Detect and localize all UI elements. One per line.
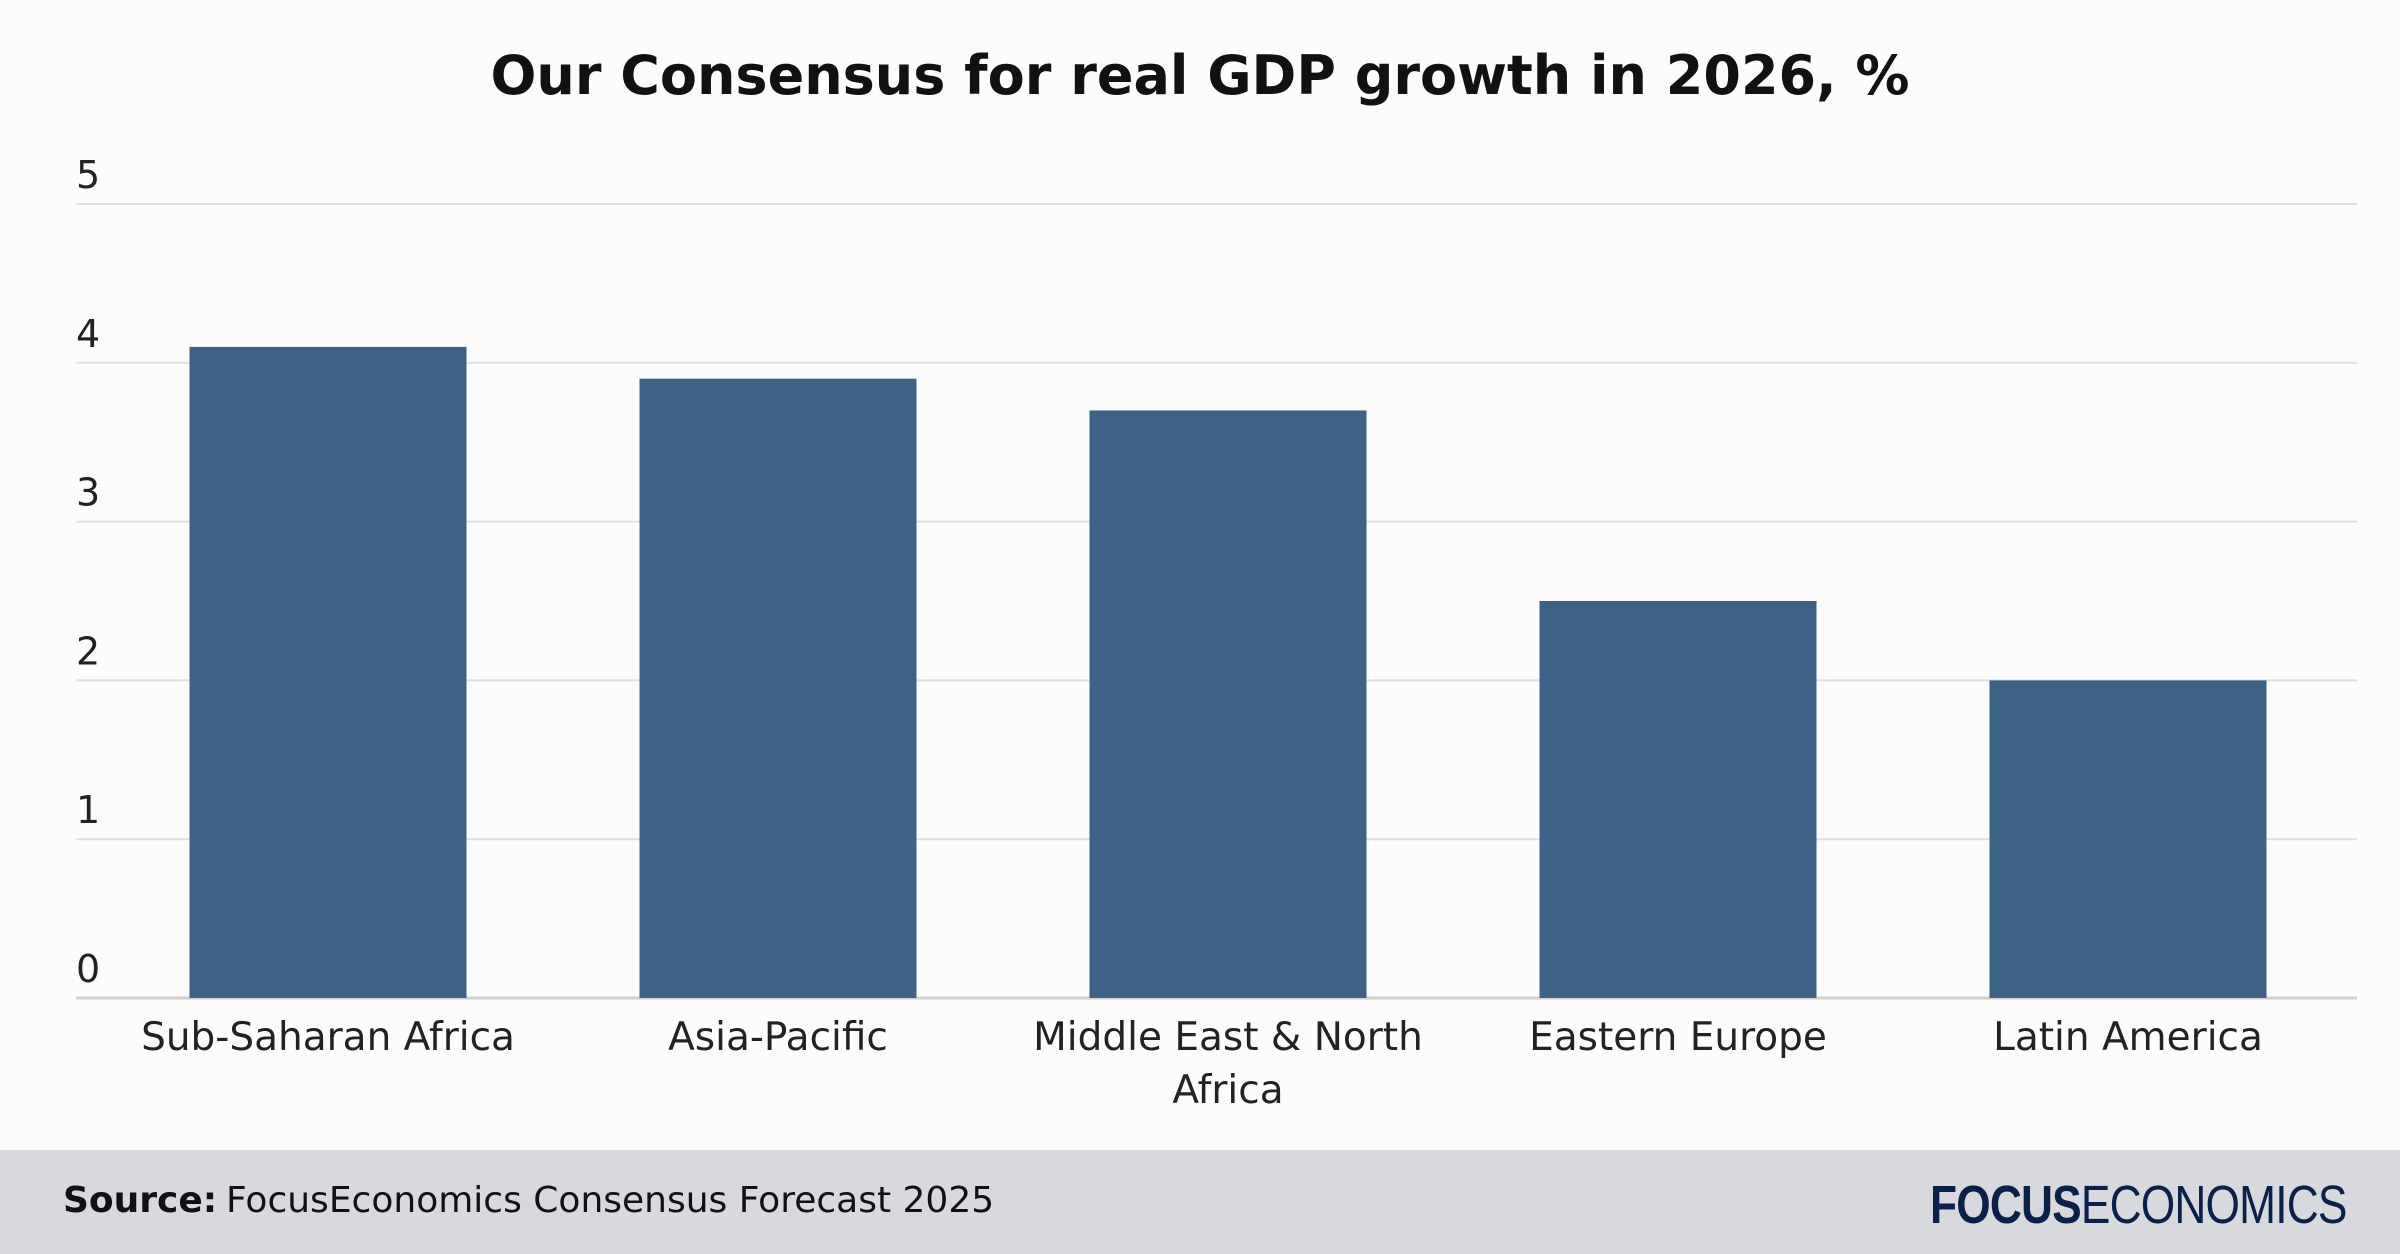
bar-sub-saharan-africa [189, 346, 467, 998]
bar-chart: 0 1 2 3 4 5 Sub-Saharan Africa Asia-Pacific Midd… [76, 153, 2357, 1113]
y-tick-label: 1 [76, 788, 100, 832]
x-category-label: Asia-Pacific [668, 1015, 888, 1060]
x-category-label: Middle East & North Africa [1033, 1015, 1423, 1113]
x-category-label: Sub-Saharan Africa [141, 1015, 515, 1060]
bar-latin-america [1989, 680, 2267, 998]
x-category-label: Latin America [1993, 1015, 2263, 1060]
footer: Source: FocusEconomics Consensus Forecas… [0, 1150, 2400, 1254]
y-tick-label: 0 [76, 947, 100, 991]
focuseconomics-logo: FOCUSECONOMICS [1930, 1174, 2347, 1236]
x-category-label: Eastern Europe [1529, 1015, 1827, 1060]
chart-title: Our Consensus for real GDP growth in 202… [490, 44, 1910, 107]
bar-eastern-europe [1539, 601, 1817, 998]
logo-bold-text: FOCUS [1930, 1175, 2082, 1235]
y-tick-label: 5 [76, 153, 100, 197]
source-label: Source: [63, 1180, 218, 1221]
logo-light-text: ECONOMICS [2080, 1175, 2348, 1235]
y-tick-label: 4 [76, 312, 100, 356]
source-text: FocusEconomics Consensus Forecast 2025 [226, 1180, 995, 1221]
bar-asia-pacific [639, 378, 917, 998]
bar-middle-east-north-africa [1089, 410, 1367, 998]
y-tick-label: 3 [76, 471, 100, 515]
y-tick-label: 2 [76, 629, 100, 673]
